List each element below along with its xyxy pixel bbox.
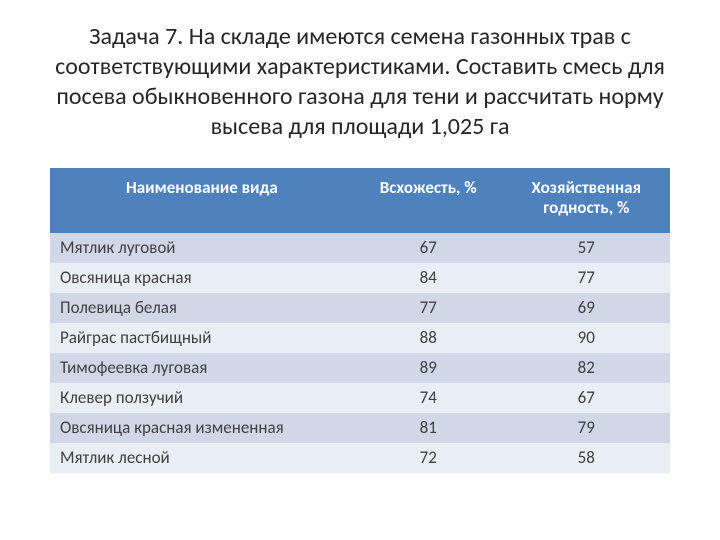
table-row: Тимофеевка луговая 89 82 — [50, 353, 670, 383]
cell-quality: 67 — [503, 383, 670, 413]
table-row: Мятлик луговой 67 57 — [50, 233, 670, 263]
table-header-row: Наименование вида Всхожесть, % Хозяйстве… — [50, 168, 670, 233]
cell-germination: 89 — [354, 353, 503, 383]
col-header-name: Наименование вида — [50, 168, 354, 233]
table-row: Овсяница красная измененная 81 79 — [50, 413, 670, 443]
cell-quality: 82 — [503, 353, 670, 383]
table-row: Овсяница красная 84 77 — [50, 263, 670, 293]
cell-germination: 77 — [354, 293, 503, 323]
cell-quality: 79 — [503, 413, 670, 443]
cell-quality: 58 — [503, 443, 670, 473]
cell-name: Мятлик лесной — [50, 443, 354, 473]
cell-quality: 57 — [503, 233, 670, 263]
col-header-germination: Всхожесть, % — [354, 168, 503, 233]
cell-germination: 81 — [354, 413, 503, 443]
cell-name: Полевица белая — [50, 293, 354, 323]
cell-germination: 67 — [354, 233, 503, 263]
cell-quality: 77 — [503, 263, 670, 293]
cell-germination: 74 — [354, 383, 503, 413]
cell-germination: 88 — [354, 323, 503, 353]
cell-name: Клевер ползучий — [50, 383, 354, 413]
cell-quality: 69 — [503, 293, 670, 323]
cell-name: Мятлик луговой — [50, 233, 354, 263]
slide: Задача 7. На складе имеются семена газон… — [0, 0, 720, 540]
table-row: Райграс пастбищный 88 90 — [50, 323, 670, 353]
table-row: Мятлик лесной 72 58 — [50, 443, 670, 473]
cell-germination: 84 — [354, 263, 503, 293]
cell-name: Тимофеевка луговая — [50, 353, 354, 383]
seeds-table: Наименование вида Всхожесть, % Хозяйстве… — [50, 168, 670, 473]
cell-germination: 72 — [354, 443, 503, 473]
table-row: Клевер ползучий 74 67 — [50, 383, 670, 413]
cell-quality: 90 — [503, 323, 670, 353]
cell-name: Овсяница красная — [50, 263, 354, 293]
cell-name: Райграс пастбищный — [50, 323, 354, 353]
slide-title: Задача 7. На складе имеются семена газон… — [50, 22, 670, 142]
col-header-quality: Хозяйственная годность, % — [503, 168, 670, 233]
table-row: Полевица белая 77 69 — [50, 293, 670, 323]
cell-name: Овсяница красная измененная — [50, 413, 354, 443]
